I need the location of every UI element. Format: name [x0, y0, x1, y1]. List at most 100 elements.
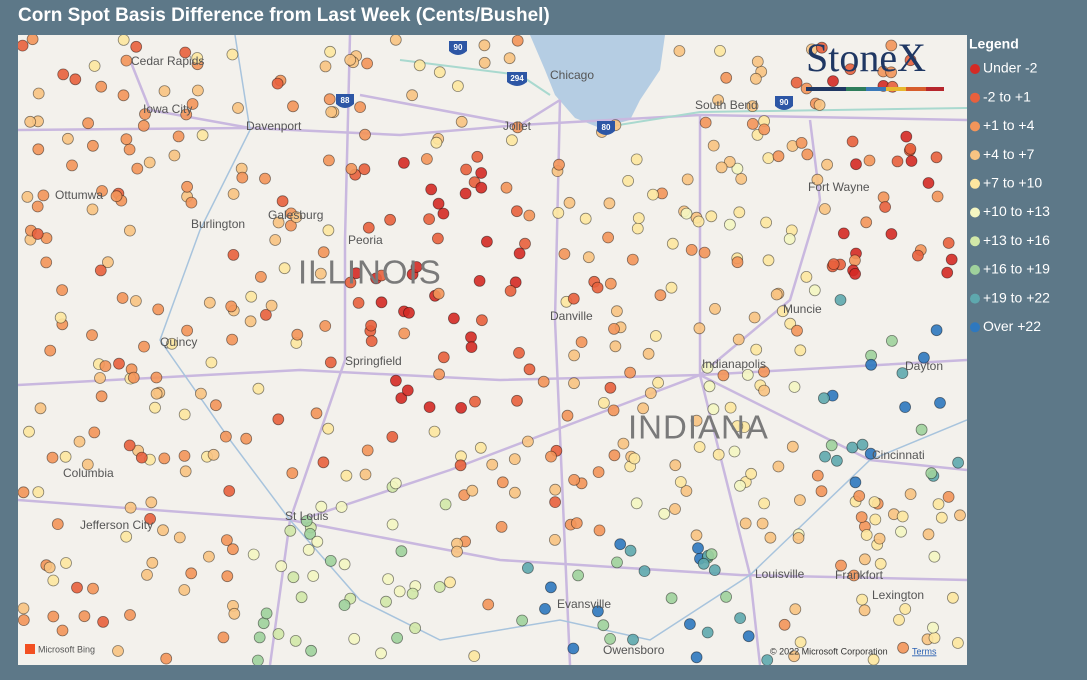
city-label: Quincy	[160, 335, 197, 349]
marker	[386, 518, 399, 531]
marker	[365, 335, 378, 348]
marker	[934, 396, 946, 409]
legend-label: +1 to +4	[983, 117, 1035, 133]
marker	[652, 376, 664, 389]
map[interactable]: Cedar Rapids Iowa City Davenport Ottumwa…	[17, 34, 967, 666]
marker	[669, 459, 682, 472]
marker	[741, 368, 754, 381]
marker	[221, 570, 234, 583]
marker	[196, 129, 209, 142]
shield	[597, 121, 615, 135]
marker	[236, 171, 249, 184]
marker	[750, 343, 763, 356]
marker	[954, 509, 966, 522]
marker	[776, 305, 789, 318]
marker	[522, 562, 534, 574]
marker	[99, 360, 112, 373]
city-label: Springfield	[345, 354, 402, 368]
shield-label: 90	[454, 43, 463, 52]
marker	[827, 258, 840, 271]
marker	[127, 371, 140, 384]
marker	[692, 542, 704, 554]
marker	[54, 311, 67, 324]
marker	[295, 591, 308, 604]
marker	[856, 593, 868, 606]
marker	[290, 211, 303, 224]
marker	[865, 358, 877, 371]
marker	[276, 195, 289, 208]
marker	[286, 467, 299, 480]
marker	[375, 647, 387, 660]
marker	[642, 347, 655, 360]
marker	[338, 599, 351, 611]
legend-swatch	[970, 236, 980, 247]
marker	[850, 158, 862, 171]
copyright: © 2022 Microsoft Corporation	[770, 646, 888, 656]
marker	[758, 497, 770, 510]
legend-swatch	[970, 150, 980, 161]
marker	[120, 530, 133, 543]
marker	[340, 469, 353, 482]
marker	[437, 207, 450, 220]
city-label: South Bend	[695, 98, 758, 112]
terms-link[interactable]: Terms	[912, 646, 937, 656]
marker	[209, 399, 222, 412]
marker	[886, 334, 898, 347]
marker	[181, 324, 194, 337]
marker	[942, 490, 955, 503]
marker	[24, 115, 37, 128]
marker	[473, 274, 486, 287]
marker	[354, 101, 367, 113]
marker	[638, 565, 651, 577]
marker	[496, 476, 509, 489]
marker	[227, 248, 240, 261]
marker	[699, 116, 712, 129]
marker	[858, 604, 871, 617]
roads	[18, 35, 967, 665]
marker	[143, 156, 156, 169]
marker	[432, 197, 445, 210]
marker	[322, 224, 335, 237]
marker	[705, 210, 718, 223]
marker	[835, 559, 847, 572]
marker	[178, 584, 191, 596]
shield	[775, 96, 793, 110]
city-label: Muncie	[783, 302, 822, 316]
marker	[465, 341, 478, 354]
marker	[500, 181, 513, 194]
marker	[647, 188, 659, 201]
marker	[439, 498, 452, 511]
marker	[821, 158, 833, 171]
legend-swatch	[970, 264, 980, 275]
marker	[138, 340, 150, 353]
marker	[335, 501, 348, 513]
marker	[437, 351, 450, 364]
marker	[637, 402, 649, 415]
marker	[146, 556, 159, 569]
marker	[451, 545, 463, 558]
marker	[703, 380, 716, 393]
marker	[482, 598, 495, 611]
marker	[758, 123, 771, 136]
marker	[386, 430, 399, 443]
legend-label: -2 to +1	[983, 88, 1031, 104]
marker	[433, 368, 446, 381]
marker	[712, 448, 725, 461]
attribution: Microsoft Bing	[38, 644, 95, 654]
legend-label: Under -2	[983, 60, 1038, 76]
marker	[681, 173, 694, 186]
marker	[307, 570, 320, 582]
marker	[317, 246, 330, 259]
marker	[135, 451, 148, 464]
marker	[758, 384, 770, 397]
marker	[859, 553, 871, 566]
marker	[762, 254, 775, 267]
marker	[32, 486, 45, 499]
legend-swatch	[970, 293, 980, 304]
marker	[603, 197, 616, 210]
marker	[410, 261, 423, 273]
marker	[669, 503, 681, 515]
marker	[345, 162, 358, 175]
marker	[56, 624, 69, 637]
marker	[717, 369, 730, 382]
